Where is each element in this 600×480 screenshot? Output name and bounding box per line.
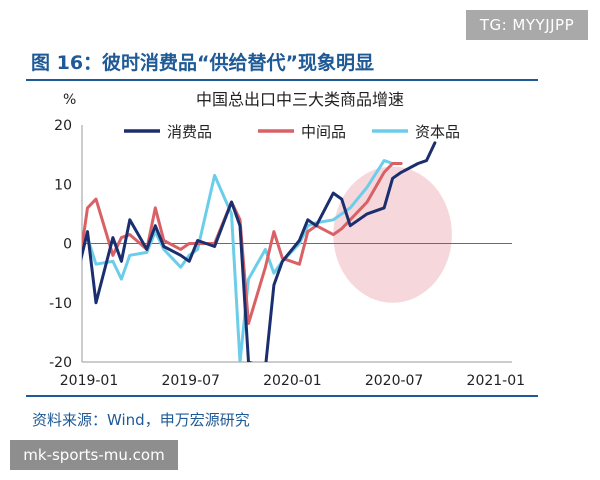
x-tick-label: 2020-01 [263, 373, 322, 389]
x-tick-label: 2021-01 [467, 373, 526, 389]
source-note: 资料来源：Wind，申万宏源研究 [32, 411, 250, 429]
y-tick-label: -10 [49, 296, 72, 312]
figure-title: 图 16：彼时消费品“供给替代”现象明显 [31, 52, 375, 74]
chart-title: 中国总出口中三大类商品增速 [196, 90, 404, 109]
y-tick-label: 0 [63, 237, 72, 253]
highlight-region [333, 166, 452, 303]
watermark-top: TG: MYYJJPP [466, 10, 588, 40]
x-tick-label: 2019-07 [161, 373, 220, 389]
legend-label: 资本品 [415, 123, 460, 141]
y-tick-label: 10 [54, 177, 72, 193]
series-line-1 [82, 141, 437, 362]
legend-label: 中间品 [301, 123, 346, 141]
x-tick-label: 2020-07 [365, 373, 424, 389]
source-rule [26, 395, 538, 397]
series-line-3 [82, 159, 395, 362]
x-tick-label: 2019-01 [60, 373, 119, 389]
legend-label: 消费品 [167, 123, 212, 141]
y-axis-label: % [63, 92, 76, 108]
watermark-bottom: mk-sports-mu.com [10, 440, 178, 470]
y-tick-label: 20 [54, 118, 72, 134]
y-tick-label: -20 [49, 355, 72, 371]
title-rule [26, 79, 538, 81]
